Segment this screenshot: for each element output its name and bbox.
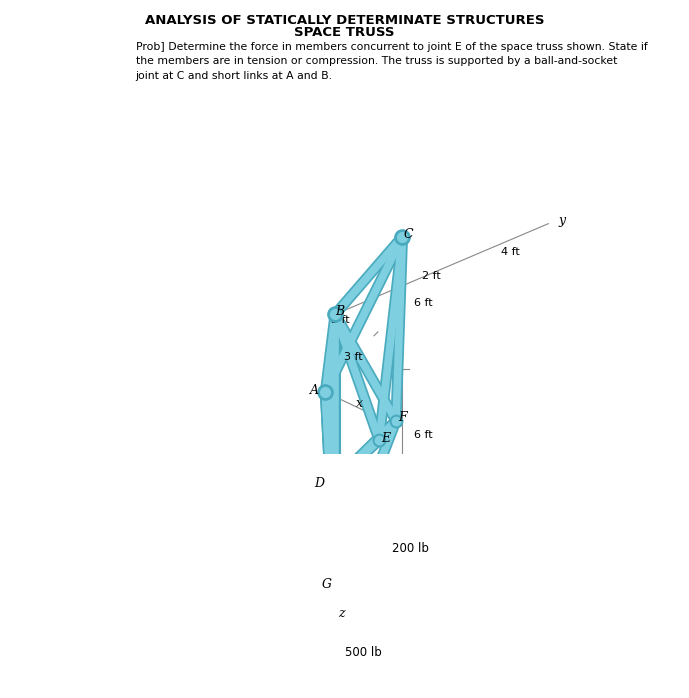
Text: 6 ft: 6 ft xyxy=(414,298,433,308)
Text: 3 ft: 3 ft xyxy=(344,352,362,362)
Text: Prob] Determine the force in members concurrent to joint E of the space truss sh: Prob] Determine the force in members con… xyxy=(136,42,647,52)
Text: x: x xyxy=(356,396,363,410)
Text: B: B xyxy=(335,305,344,318)
Text: the members are in tension or compression. The truss is supported by a ball-and-: the members are in tension or compressio… xyxy=(136,57,617,66)
Text: 3 ft: 3 ft xyxy=(331,315,350,325)
Text: E: E xyxy=(381,432,390,445)
Text: A: A xyxy=(310,384,319,397)
Text: 200 lb: 200 lb xyxy=(391,542,429,555)
Text: SPACE TRUSS: SPACE TRUSS xyxy=(294,26,395,39)
Text: 6 ft: 6 ft xyxy=(414,430,433,440)
Text: joint at C and short links at A and B.: joint at C and short links at A and B. xyxy=(136,70,333,81)
Text: 4 ft: 4 ft xyxy=(502,246,520,257)
Text: 500 lb: 500 lb xyxy=(344,646,382,659)
Text: z: z xyxy=(338,607,345,620)
Text: G: G xyxy=(322,578,332,591)
Text: y: y xyxy=(559,214,566,227)
Text: F: F xyxy=(398,411,407,424)
Text: 2 ft: 2 ft xyxy=(422,271,441,281)
Text: ANALYSIS OF STATICALLY DETERMINATE STRUCTURES: ANALYSIS OF STATICALLY DETERMINATE STRUC… xyxy=(145,15,544,27)
Text: D: D xyxy=(314,477,324,490)
Text: C: C xyxy=(404,228,413,242)
